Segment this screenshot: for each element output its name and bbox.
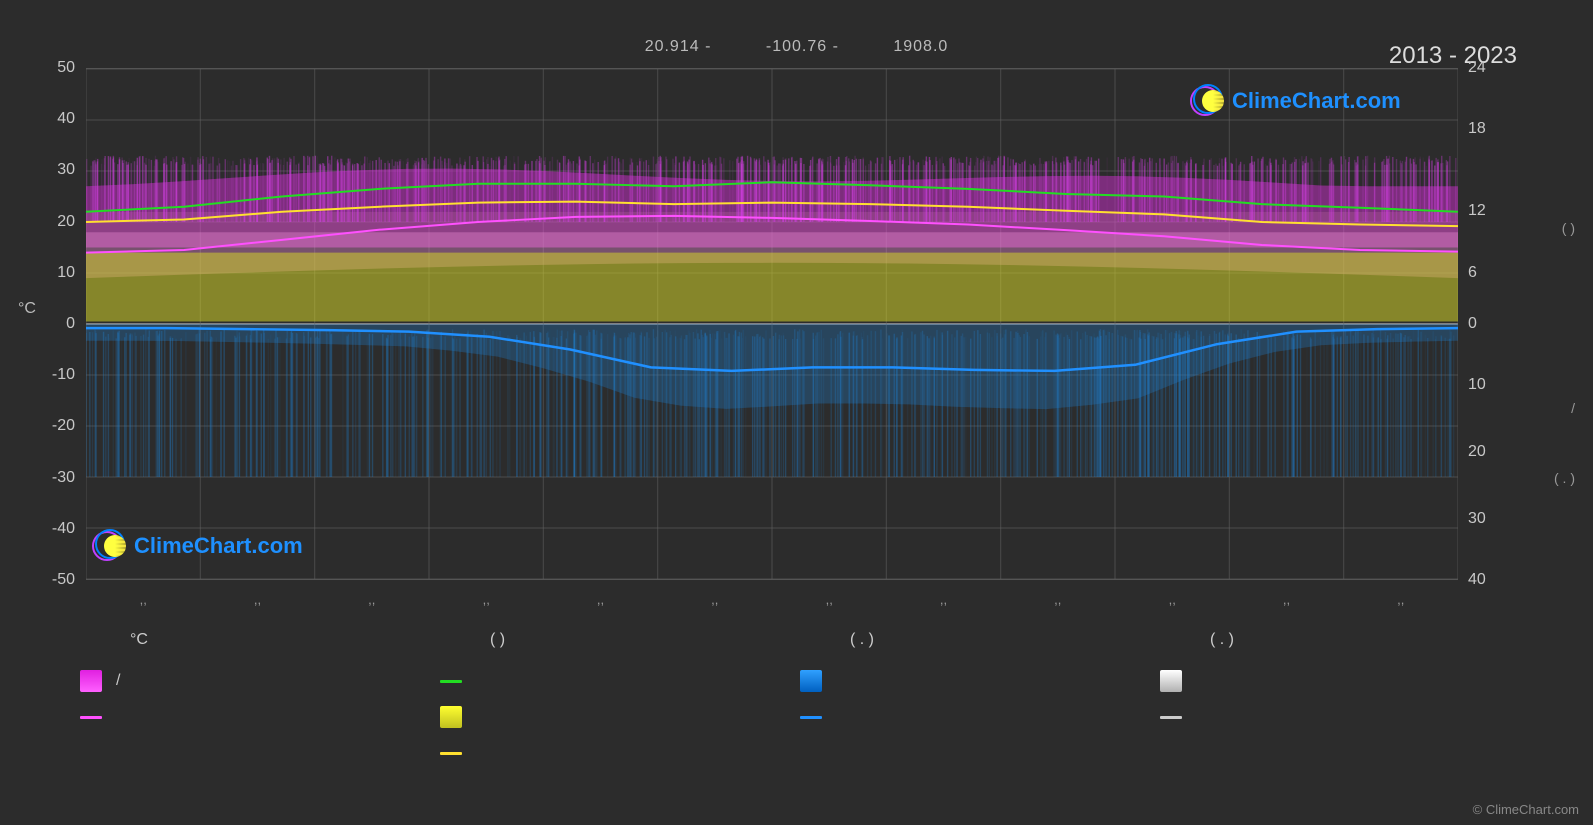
x-tick: ,, (914, 592, 974, 607)
x-tick: ,, (456, 592, 516, 607)
legend-item (430, 703, 790, 731)
y-tick-right: 10 (1468, 376, 1508, 394)
x-tick: ,, (1142, 592, 1202, 607)
plot-svg (86, 69, 1458, 579)
brand-logo-bottom: ClimeChart.com (92, 529, 303, 563)
legend-swatch (1160, 670, 1182, 692)
y-tick-right: 24 (1468, 59, 1508, 77)
y-tick-left: -20 (35, 417, 75, 435)
geo-meta: 20.914 - -100.76 - 1908.0 (0, 38, 1593, 56)
legend-swatch (80, 670, 102, 692)
legend-swatch (800, 670, 822, 692)
logo-icon (92, 529, 126, 563)
y-tick-left: 50 (35, 59, 75, 77)
legend-item (1150, 703, 1510, 731)
legend-item (790, 667, 1150, 695)
x-tick: ,, (342, 592, 402, 607)
y-tick-left: 30 (35, 161, 75, 179)
y-tick-left: 20 (35, 213, 75, 231)
legend-item (70, 739, 430, 767)
y-tick-left: -50 (35, 571, 75, 589)
y-tick-left: -40 (35, 520, 75, 538)
plot-area (86, 68, 1458, 580)
y-tick-right: 12 (1468, 202, 1508, 220)
y-tick-left: -10 (35, 366, 75, 384)
y-tick-left: 40 (35, 110, 75, 128)
y-axis-right-label-1: ( ) (1562, 220, 1575, 236)
climate-chart: 20.914 - -100.76 - 1908.0 2013 - 2023 °C… (0, 0, 1593, 825)
x-tick: ,, (571, 592, 631, 607)
legend-swatch (440, 752, 462, 755)
x-tick: ,, (685, 592, 745, 607)
legend-label: / (116, 672, 120, 690)
legend-item: / (70, 667, 430, 695)
legend-item (790, 703, 1150, 731)
x-tick: ,, (1028, 592, 1088, 607)
y-tick-right: 20 (1468, 443, 1508, 461)
y-tick-left: 10 (35, 264, 75, 282)
y-axis-left-label: °C (18, 300, 36, 318)
brand-name: ClimeChart.com (134, 533, 303, 559)
y-axis-right-label-3: ( . ) (1554, 470, 1575, 486)
y-tick-right: 0 (1468, 315, 1508, 333)
legend-item (70, 703, 430, 731)
legend-header: ( . ) (790, 625, 1150, 659)
y-tick-right: 30 (1468, 510, 1508, 528)
logo-icon (1190, 84, 1224, 118)
y-tick-right: 18 (1468, 120, 1508, 138)
x-tick: ,, (1371, 592, 1431, 607)
lat-value: 20.914 - (645, 38, 712, 55)
legend-swatch (800, 716, 822, 719)
legend-item (430, 667, 790, 695)
x-tick: ,, (1257, 592, 1317, 607)
legend-swatch (1160, 716, 1182, 719)
brand-logo-top: ClimeChart.com (1190, 84, 1401, 118)
y-tick-right: 6 (1468, 264, 1508, 282)
legend-item (1150, 739, 1510, 767)
legend: °C( )( . )( . )/ (70, 625, 1510, 767)
legend-swatch (440, 680, 462, 683)
legend-swatch (440, 706, 462, 728)
legend-item (430, 739, 790, 767)
legend-header: °C (70, 625, 430, 659)
legend-header: ( ) (430, 625, 790, 659)
y-tick-left: -30 (35, 469, 75, 487)
copyright: © ClimeChart.com (1473, 802, 1579, 817)
y-axis-right-label-2: / (1571, 400, 1575, 416)
x-tick: ,, (799, 592, 859, 607)
legend-item (1150, 667, 1510, 695)
y-tick-left: 0 (35, 315, 75, 333)
brand-name: ClimeChart.com (1232, 88, 1401, 114)
y-tick-right: 40 (1468, 571, 1508, 589)
lon-value: -100.76 - (766, 38, 839, 55)
x-tick: ,, (113, 592, 173, 607)
legend-header: ( . ) (1150, 625, 1510, 659)
x-tick: ,, (228, 592, 288, 607)
legend-item (790, 739, 1150, 767)
elev-value: 1908.0 (893, 38, 948, 55)
legend-swatch (80, 716, 102, 719)
